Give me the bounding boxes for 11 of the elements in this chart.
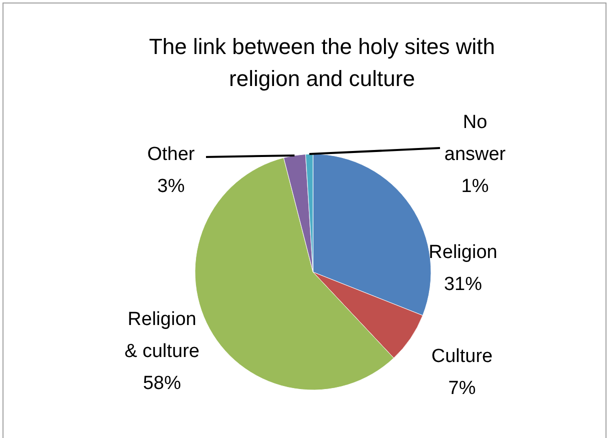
data-label: 58%: [142, 373, 182, 394]
slice-label: No answer: [444, 112, 506, 165]
slice-label: Religion: [428, 242, 498, 263]
data-label: 3%: [157, 176, 185, 197]
data-label: 31%: [444, 274, 482, 295]
slice-label: Religion & culture: [124, 309, 200, 362]
chart-title: The link between the holy sites with religion and culture: [148, 34, 496, 91]
slice-label: Culture: [431, 346, 493, 367]
data-label: 7%: [448, 378, 476, 399]
data-label: 1%: [461, 176, 489, 197]
slice-label: Other: [147, 144, 196, 165]
